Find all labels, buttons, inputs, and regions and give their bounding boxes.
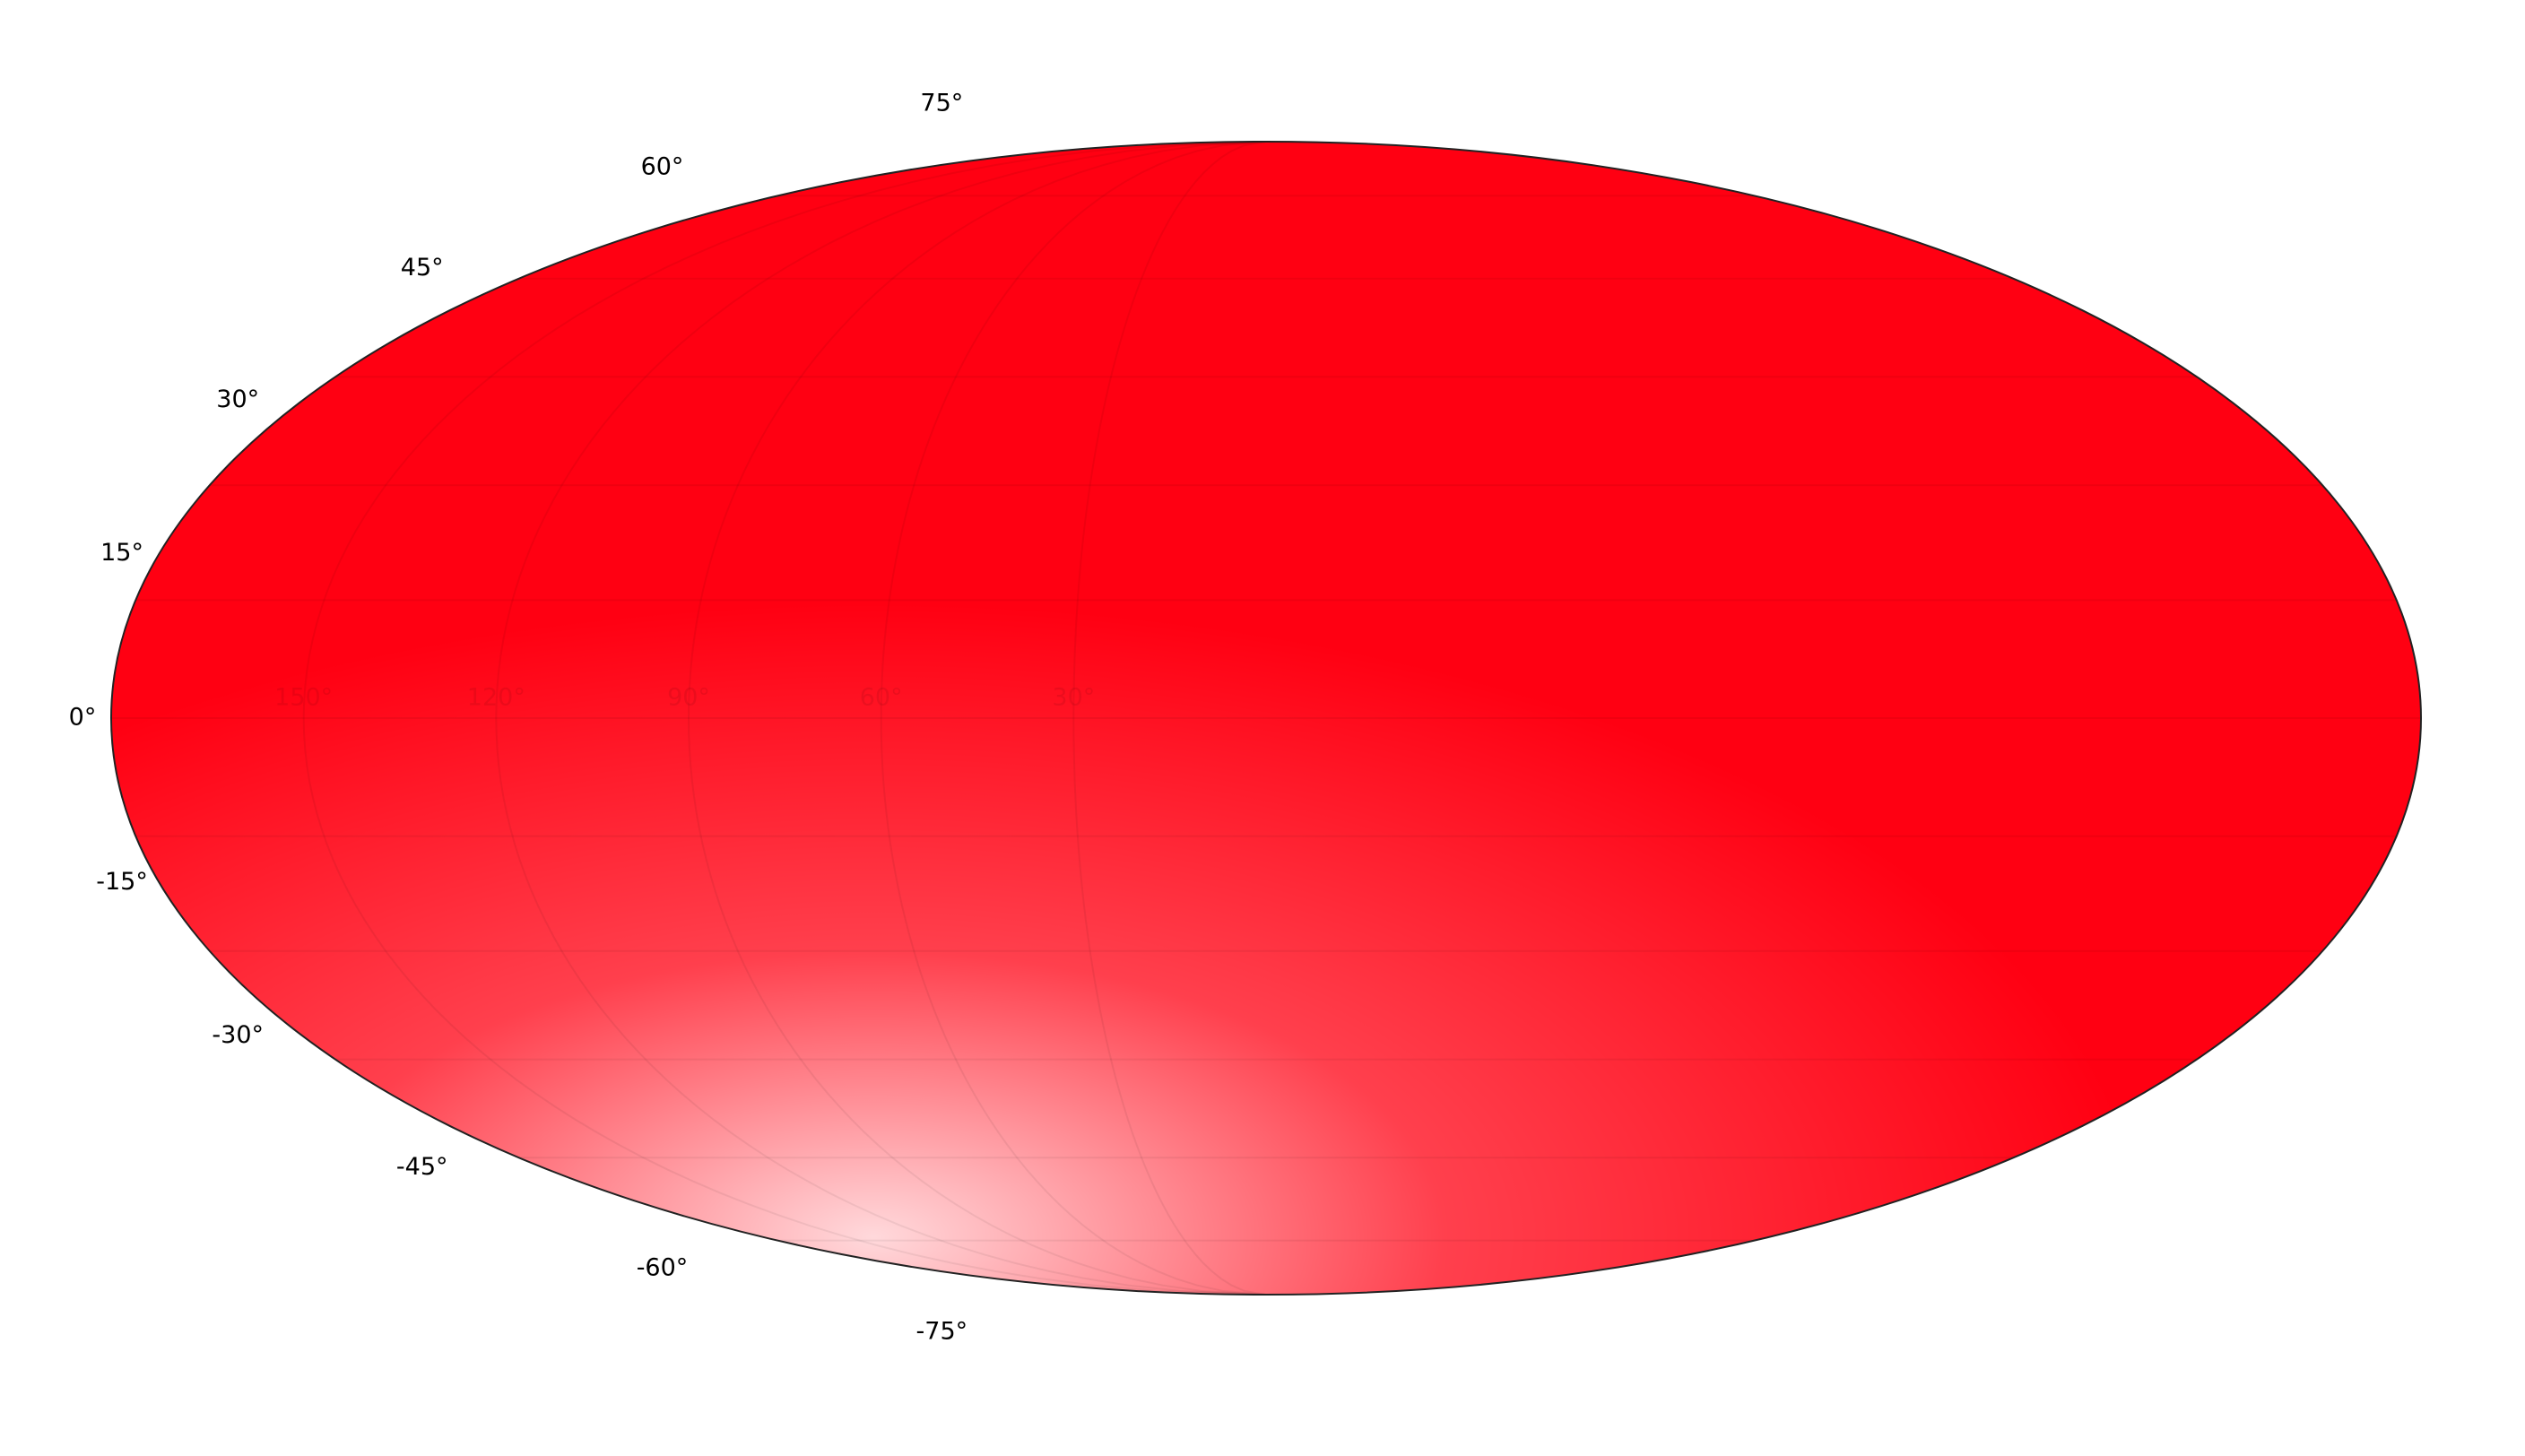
y-tick-label: 30°	[216, 386, 259, 413]
sparse-region	[111, 142, 2421, 1295]
grid-line	[1072, 142, 1267, 1295]
map-boundary	[110, 141, 2422, 1296]
y-tick-label: 75°	[920, 90, 963, 117]
x-tick-label: 120°	[467, 684, 525, 712]
point-cloud	[111, 142, 2421, 1295]
grid-line	[880, 142, 1267, 1295]
plot-area: 150° 120° 90° 60° 30° 75° 60° 45° 30° 15° 0° -15° -3…	[69, 90, 2422, 1345]
y-tick-label: 15°	[100, 539, 143, 567]
y-tick-label: -60°	[637, 1254, 689, 1282]
y-tick-label: -30°	[212, 1021, 264, 1049]
x-tick-label: 90°	[667, 684, 710, 712]
grid-line	[687, 142, 1267, 1295]
y-tick-label: -75°	[916, 1317, 968, 1345]
y-tick-label: -15°	[96, 868, 148, 896]
x-tick-label: 30°	[1052, 684, 1095, 712]
grid-line	[495, 142, 1267, 1295]
y-tick-label: 60°	[641, 152, 684, 180]
y-tick-label: 0°	[69, 704, 97, 732]
y-tick-label: -45°	[396, 1153, 448, 1181]
y-tick-label: 45°	[401, 254, 444, 282]
x-tick-label: 60°	[860, 684, 903, 712]
x-tick-label: 150°	[274, 684, 333, 712]
grid-line	[302, 142, 1267, 1295]
